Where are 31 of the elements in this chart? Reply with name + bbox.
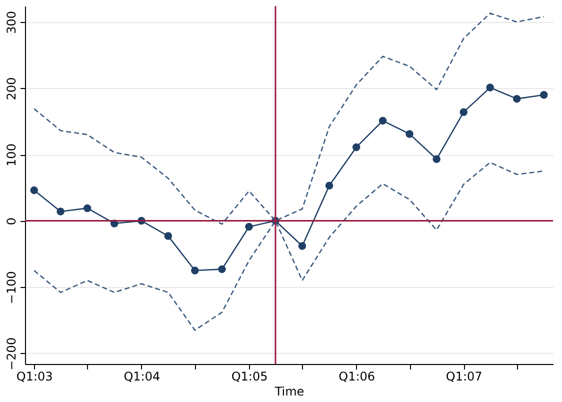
- point: [30, 186, 38, 194]
- point: [83, 204, 92, 212]
- x-tick-label: Q1:06: [338, 370, 376, 384]
- point: [325, 182, 334, 190]
- x-tick-label: Q1:05: [231, 370, 268, 384]
- y-tick-label: 100: [4, 144, 18, 166]
- point: [460, 108, 468, 116]
- x-tick-label: Q1:07: [446, 370, 482, 384]
- point: [245, 222, 253, 231]
- point: [352, 143, 360, 152]
- point: [406, 130, 414, 138]
- line-series: [33, 162, 545, 331]
- point: [540, 90, 548, 99]
- point: [191, 266, 199, 274]
- line-series: [33, 12, 545, 225]
- y-tick-label: 300: [4, 10, 18, 34]
- y-tick-label: 200: [4, 77, 18, 100]
- point: [218, 265, 226, 274]
- point: [432, 155, 440, 164]
- x-tick-label: Q1:04: [124, 370, 160, 384]
- x-axis-title: Time: [274, 384, 304, 398]
- point: [164, 232, 172, 240]
- point: [56, 208, 64, 216]
- x-tick-label: Q1:03: [16, 370, 53, 384]
- point: [378, 116, 387, 125]
- y-tick-label: −100: [4, 271, 18, 304]
- point: [486, 84, 494, 92]
- point: [512, 94, 521, 103]
- point: [298, 242, 306, 250]
- y-tick-label: 0: [4, 217, 18, 226]
- y-tick-label: −200: [4, 337, 18, 370]
